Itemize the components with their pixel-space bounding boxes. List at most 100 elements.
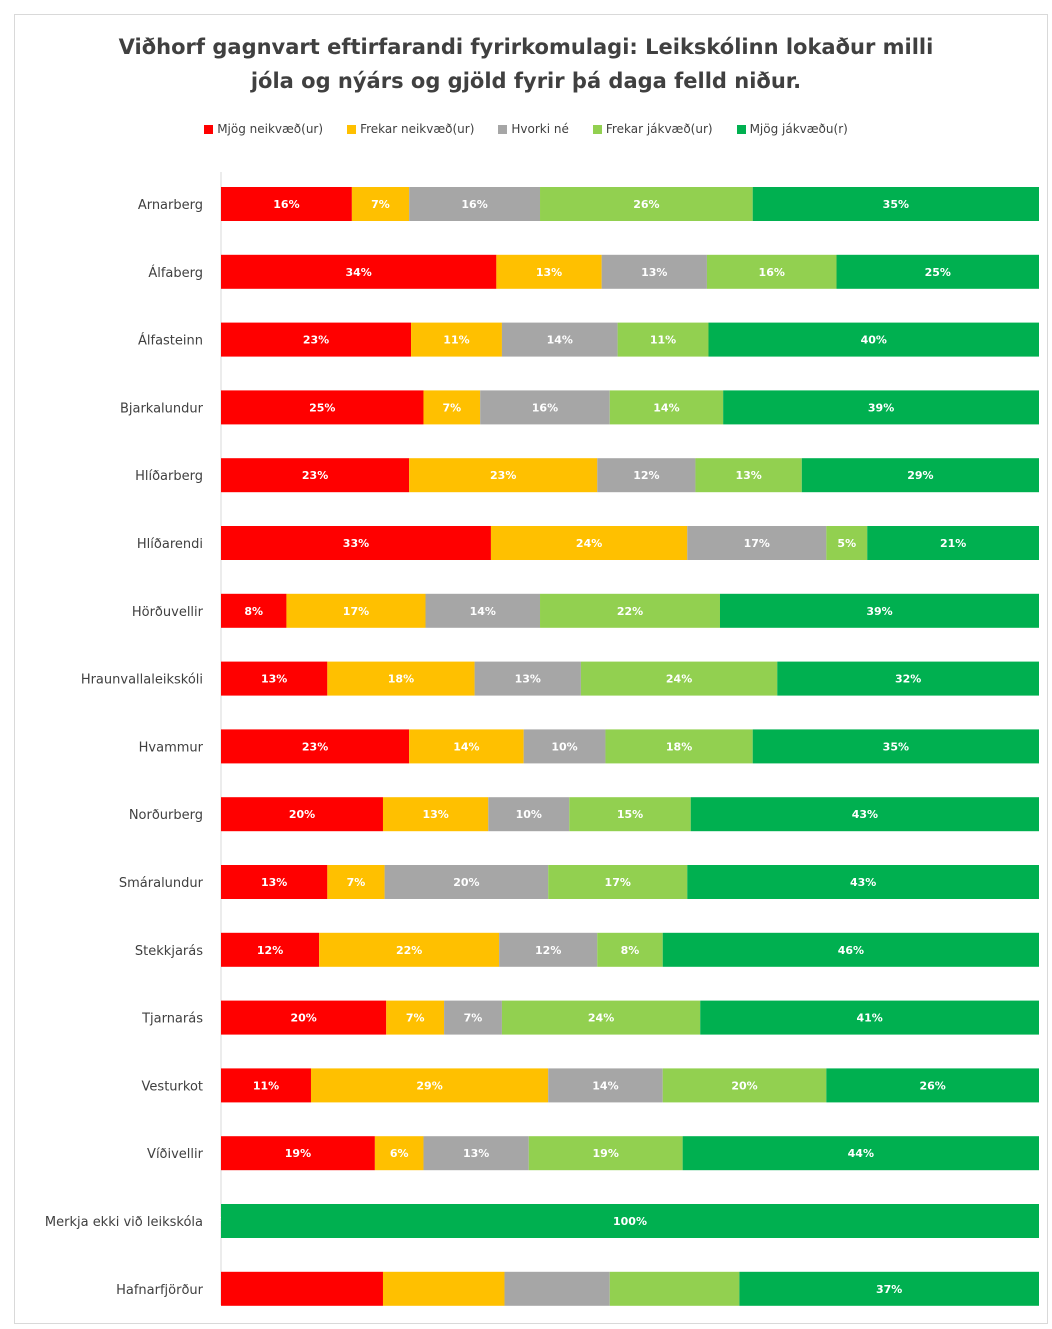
bar-segment — [221, 729, 410, 764]
bar-segment — [739, 1271, 1039, 1306]
data-label: 15% — [617, 808, 643, 821]
bar-segment — [609, 1271, 740, 1306]
data-label: 13% — [735, 469, 761, 482]
category-label: Álfaberg — [148, 265, 203, 281]
bar-segment — [662, 1068, 827, 1103]
data-label: 44% — [848, 1147, 874, 1160]
data-label: 20% — [290, 1012, 316, 1025]
bar-segment — [444, 1000, 502, 1035]
bar-segment — [504, 1271, 610, 1306]
data-label: 20% — [731, 1079, 757, 1092]
data-label: 22% — [396, 944, 422, 957]
bar-segment — [221, 254, 497, 289]
bar-segment — [221, 932, 320, 967]
data-label: 22% — [617, 605, 643, 618]
legend-item-frekar-jakvaed: Frekar jákvæð(ur) — [592, 122, 713, 136]
bar-segment — [836, 254, 1039, 289]
data-label: 16% — [273, 198, 299, 211]
category-label: Stekkjarás — [135, 944, 203, 959]
legend-swatch — [347, 124, 357, 134]
bar-segment — [327, 661, 475, 696]
bar-segment — [221, 458, 410, 493]
data-label: 19% — [593, 1147, 619, 1160]
data-label: 25% — [925, 266, 951, 279]
bar-segment — [221, 865, 328, 899]
bar-segment — [690, 797, 1039, 832]
data-label: 14% — [470, 605, 496, 618]
bar-segment — [310, 1068, 549, 1103]
data-label: 18% — [388, 673, 414, 686]
bar-segment — [801, 458, 1039, 493]
legend-swatch — [736, 124, 746, 134]
bar-segment — [682, 1136, 1039, 1171]
data-label: 7% — [464, 1012, 483, 1025]
data-label: 34% — [346, 266, 372, 279]
bar-segment — [496, 254, 602, 289]
data-label: 13% — [261, 876, 287, 889]
data-label: 24% — [588, 1012, 614, 1025]
legend-swatch — [592, 124, 602, 134]
data-label: 13% — [515, 673, 541, 686]
bar-segment — [723, 390, 1039, 425]
bar-segment — [488, 797, 570, 832]
data-label: 13% — [261, 673, 287, 686]
chart-title-line-2: jóla og nýárs og gjöld fyrir þá daga fel… — [250, 69, 802, 93]
data-label: 16% — [759, 266, 785, 279]
category-label: Hraunvallaleikskóli — [81, 673, 203, 688]
bar-segment — [752, 187, 1039, 221]
legend-swatch — [498, 124, 508, 134]
bar-segment — [423, 1136, 529, 1171]
data-label: 25% — [309, 401, 335, 414]
bar-segment — [597, 458, 696, 493]
data-label: 13% — [641, 266, 667, 279]
data-label: 23% — [302, 740, 328, 753]
bar-segment — [580, 661, 778, 696]
data-label: 21% — [940, 537, 966, 550]
data-label: 12% — [633, 469, 659, 482]
category-label: Norðurberg — [129, 808, 203, 823]
bar-segment — [523, 729, 606, 764]
category-label: Bjarkalundur — [120, 401, 204, 416]
data-label: 35% — [883, 198, 909, 211]
bar-segment — [528, 1136, 683, 1171]
data-label: 26% — [919, 1079, 945, 1092]
data-label: 17% — [744, 537, 770, 550]
bar-segment — [662, 932, 1039, 967]
data-label: 37% — [876, 1283, 902, 1296]
data-label: 46% — [838, 944, 864, 957]
data-label: 33% — [343, 537, 369, 550]
bar-segment — [601, 254, 707, 289]
bar-segment — [501, 322, 618, 357]
bar-segment — [826, 1068, 1039, 1103]
bar-segment — [687, 865, 1039, 899]
bar-segment — [221, 797, 383, 832]
legend-item-hvorki-ne: Hvorki né — [498, 122, 569, 136]
bar-segment — [221, 1068, 311, 1103]
data-label: 18% — [666, 740, 692, 753]
bar-segment — [411, 322, 502, 357]
category-label: Tjarnarás — [141, 1012, 203, 1027]
bar-segment — [221, 526, 491, 560]
chart-title-line-1: Viðhorf gagnvart eftirfarandi fyrirkomul… — [118, 35, 934, 59]
data-label: 5% — [837, 537, 856, 550]
bar-segment — [221, 390, 424, 425]
bar-segment — [490, 526, 688, 560]
chart-legend: Mjög neikvæð(ur) Frekar neikvæð(ur) Hvor… — [0, 118, 1052, 140]
category-label: Víðivellir — [147, 1147, 204, 1162]
bar-segment — [867, 526, 1039, 560]
bar-segment — [374, 1136, 424, 1171]
bar-segment — [548, 1068, 663, 1103]
data-label: 20% — [453, 876, 479, 889]
category-label: Smáralundur — [119, 876, 204, 891]
bar-segment — [548, 865, 688, 899]
bar-segment — [499, 932, 598, 967]
bar-segment — [386, 1000, 445, 1035]
data-label: 11% — [650, 334, 676, 347]
data-label: 43% — [852, 808, 878, 821]
legend-label: Mjög jákvæðu(r) — [749, 122, 848, 136]
bar-segment — [409, 458, 598, 493]
data-label: 11% — [253, 1079, 279, 1092]
data-label: 11% — [443, 334, 469, 347]
chart-title: Viðhorf gagnvart eftirfarandi fyrirkomul… — [0, 30, 1052, 98]
